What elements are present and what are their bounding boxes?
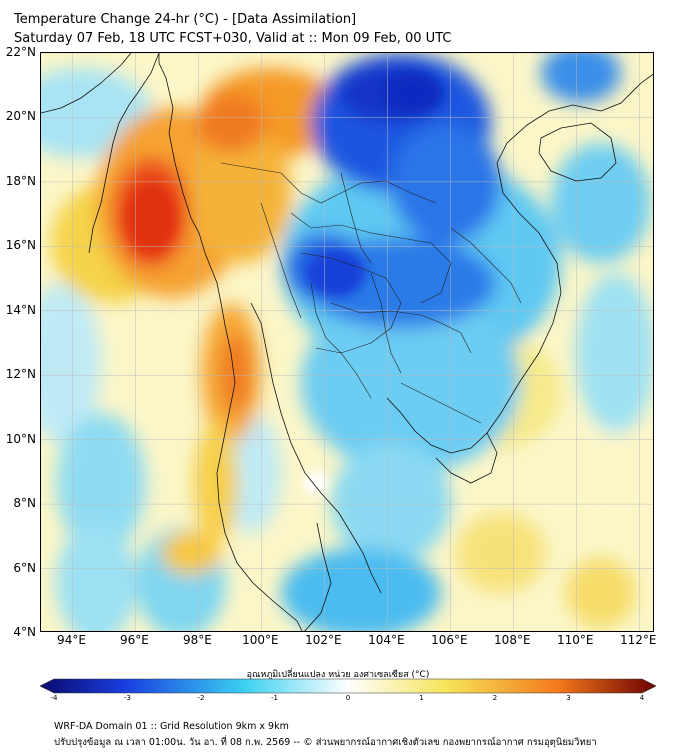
- colorbar-title: อุณหภูมิเปลี่ยนแปลง หน่วย องศาเซลเซียส (…: [246, 670, 430, 680]
- map-gridlines: [41, 53, 653, 631]
- chart-subtitle: Saturday 07 Feb, 18 UTC FCST+030, Valid …: [14, 31, 452, 46]
- lat-label: 22°N: [5, 45, 36, 59]
- temperature-change-map: [40, 52, 654, 632]
- footer-model-info: WRF-DA Domain 01 :: Grid Resolution 9km …: [54, 721, 289, 732]
- temperature-field-detail: [126, 73, 441, 495]
- lon-label: 106°E: [431, 633, 468, 647]
- colorbar-tick-label: 3: [566, 694, 571, 702]
- lon-label: 104°E: [368, 633, 405, 647]
- footer-credit: ปรับปรุงข้อมูล ณ เวลา 01:00น. วัน อา. ที…: [54, 737, 597, 748]
- colorbar-tick-label: 4: [639, 694, 645, 702]
- lon-label: 110°E: [557, 633, 594, 647]
- colorbar: [40, 678, 656, 694]
- map-canvas: [41, 53, 653, 631]
- lon-label: 112°E: [620, 633, 657, 647]
- colorbar-tick-label: 2: [492, 694, 498, 702]
- lon-label: 98°E: [182, 633, 212, 647]
- admin-borders: [220, 162, 522, 424]
- lat-label: 4°N: [13, 625, 36, 639]
- lat-label: 8°N: [13, 496, 36, 511]
- lat-label: 20°N: [5, 109, 36, 124]
- colorbar-tick-label: -2: [197, 694, 205, 702]
- lon-label: 100°E: [242, 633, 279, 647]
- lat-label: 16°N: [5, 238, 36, 253]
- colorbar-gradient: [40, 678, 656, 694]
- colorbar-tick-label: 0: [345, 694, 351, 702]
- coastlines: [41, 53, 653, 631]
- lat-label: 10°N: [5, 431, 36, 446]
- lat-label: 18°N: [5, 173, 36, 188]
- chart-title: Temperature Change 24-hr (°C) - [Data As…: [14, 12, 357, 27]
- lat-label: 14°N: [5, 302, 36, 317]
- colorbar-tick-label: -1: [271, 694, 278, 702]
- colorbar-tick-label: -3: [124, 694, 131, 702]
- lat-label: 6°N: [13, 560, 36, 575]
- lon-label: 102°E: [305, 633, 342, 647]
- colorbar-tick-label: -4: [50, 694, 58, 702]
- lon-label: 94°E: [57, 633, 86, 647]
- lon-label: 96°E: [120, 633, 149, 647]
- lon-label: 108°E: [494, 633, 531, 647]
- lat-label: 12°N: [5, 367, 36, 382]
- colorbar-tick-label: 1: [419, 694, 424, 702]
